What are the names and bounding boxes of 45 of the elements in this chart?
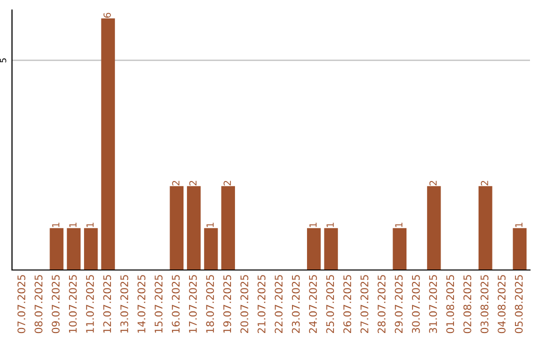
- x-tick-label: 13.07.2025: [120, 275, 128, 333]
- x-tick-label: 15.07.2025: [154, 275, 163, 333]
- data-label: 1: [52, 222, 60, 227]
- x-tick-label: 20.07.2025: [240, 275, 248, 334]
- x-tick-label: 31.07.2025: [429, 275, 437, 334]
- x-tick-label: 07.07.2025: [17, 275, 26, 334]
- y-tick-label: 5: [0, 58, 6, 62]
- x-tick-label: 02.08.2025: [463, 275, 472, 334]
- data-label: 1: [86, 222, 94, 227]
- data-label: 1: [206, 222, 214, 227]
- data-label: 2: [189, 180, 196, 186]
- x-tick-label: 29.07.2025: [394, 275, 403, 334]
- x-tick-label: 21.07.2025: [258, 275, 266, 334]
- x-tick-label: 30.07.2025: [412, 275, 420, 334]
- data-label: 2: [172, 180, 180, 186]
- x-tick-label: 19.07.2025: [223, 275, 232, 333]
- x-tick-label: 25.07.2025: [326, 275, 334, 334]
- x-tick-label: 26.07.2025: [343, 275, 352, 334]
- x-tick-label: 11.07.2025: [86, 275, 94, 333]
- x-tick-label: 03.08.2025: [480, 275, 488, 334]
- data-label: 2: [429, 180, 437, 186]
- data-label: 2: [480, 180, 488, 186]
- x-tick-label: 22.07.2025: [274, 275, 283, 334]
- data-label: 1: [515, 222, 522, 227]
- x-tick-label: 10.07.2025: [68, 275, 77, 333]
- x-tick-label: 04.08.2025: [498, 275, 506, 334]
- x-tick-label: 23.07.2025: [292, 275, 300, 334]
- x-tick-label: 18.07.2025: [206, 275, 214, 333]
- data-label: 1: [395, 222, 402, 227]
- data-label: 1: [309, 222, 317, 227]
- data-label: 1: [326, 222, 334, 227]
- x-tick-label: 05.08.2025: [514, 275, 523, 334]
- data-label: 2: [224, 180, 231, 186]
- x-tick-label: 24.07.2025: [309, 275, 317, 334]
- x-tick-label: 16.07.2025: [172, 275, 180, 333]
- x-tick-label: 28.07.2025: [378, 275, 386, 334]
- data-label: 6: [104, 12, 111, 18]
- x-tick-label: 27.07.2025: [360, 275, 368, 334]
- x-tick-label: 17.07.2025: [188, 275, 197, 333]
- x-tick-label: 09.07.2025: [52, 275, 60, 334]
- data-label: 1: [69, 222, 76, 227]
- x-tick-label: 14.07.2025: [138, 275, 146, 333]
- x-tick-label: 08.07.2025: [34, 275, 42, 334]
- x-tick-label: 01.08.2025: [446, 275, 454, 334]
- x-tick-label: 12.07.2025: [103, 275, 112, 333]
